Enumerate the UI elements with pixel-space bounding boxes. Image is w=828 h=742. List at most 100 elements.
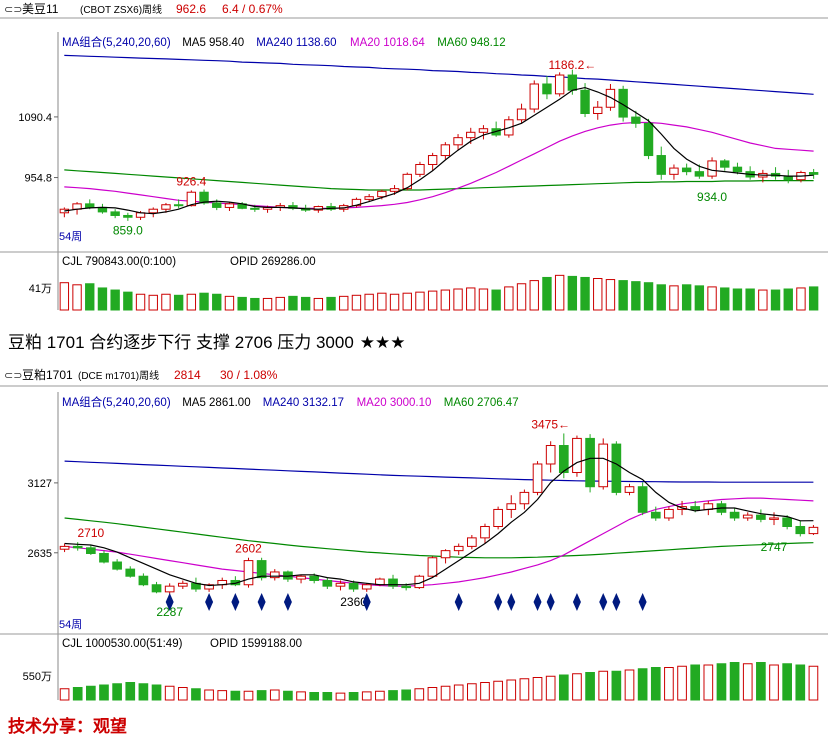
p2-volume-bar-0	[59, 688, 70, 701]
p1-candle-body-13	[224, 203, 235, 208]
p2-volume-bar-51	[729, 662, 740, 701]
p1-volume-bar-39	[554, 274, 565, 311]
p2-candle-body-13	[230, 579, 241, 586]
p2-signal-diamond-2	[231, 593, 240, 611]
p1-ma240-line	[64, 54, 814, 95]
p1-volume-bar-12	[212, 293, 222, 311]
p1-candle-body-12	[212, 202, 222, 208]
p2-volume-tick-label: 550万	[23, 671, 52, 683]
p2-candle-body-39	[572, 437, 582, 474]
p2-candle-body-44	[637, 486, 648, 513]
p2-volume-bar-55	[782, 663, 792, 701]
p2-volume-bar-43	[624, 669, 635, 701]
p1-ma-legend-4: MA60 948.12	[437, 37, 505, 49]
p1-volume-bar-54	[745, 288, 755, 311]
p2-y-tick-label-1: 2635	[28, 548, 52, 560]
p1-volume-bar-35	[504, 286, 514, 311]
p2-volume-bar-23	[361, 691, 372, 701]
p2-volume-bar-42	[611, 670, 622, 701]
p1-volume-bar-0	[59, 282, 70, 311]
p2-volume-bar-6	[138, 683, 149, 701]
p2-signal-diamond-12	[599, 593, 608, 611]
p2-candle-body-28	[427, 557, 438, 577]
p1-candle-body-11	[199, 191, 209, 204]
p1-volume-bar-25	[377, 292, 387, 311]
p2-candle-body-51	[729, 511, 740, 519]
p1-candle-body-37	[529, 83, 539, 110]
p2-candle-body-56	[795, 525, 806, 535]
p1-volume-bar-40	[567, 275, 578, 311]
p2-volume-bar-34	[506, 679, 517, 701]
p2-volume-bar-13	[230, 690, 241, 701]
p1-last-price: 962.6	[176, 2, 206, 16]
p1-volume-bar-9	[173, 294, 184, 311]
p2-candle-body-48	[690, 506, 701, 510]
p1-volume-bar-22	[339, 295, 349, 311]
p1-volume-bar-46	[643, 282, 654, 311]
p2-symbol-name: 豆粕1701	[22, 367, 73, 382]
p1-volume-bar-6	[135, 293, 146, 311]
p2-candle-body-15	[256, 560, 267, 579]
p1-candle-body-53	[732, 166, 743, 173]
p1-candle-body-8	[161, 204, 171, 210]
p1-volume-bar-58	[796, 287, 806, 311]
caption-text: 豆粕 1701 合约逐步下行 支撑 2706 压力 3000	[8, 333, 354, 352]
p2-signal-diamond-8	[507, 593, 516, 611]
p2-ma240-line	[64, 460, 814, 483]
p1-volume-bar-52	[720, 287, 730, 311]
p1-volume-bar-7	[148, 294, 158, 311]
p2-volume-bar-36	[532, 677, 543, 701]
p2-volume-bar-26	[401, 689, 411, 701]
p1-volume-bar-26	[389, 293, 400, 311]
p2-link-icon: ⊂⊃	[4, 370, 22, 382]
p2-volume-bar-15	[256, 690, 267, 701]
p1-volume-bar-38	[542, 276, 552, 311]
p2-candle-body-45	[650, 511, 661, 519]
p1-volume-bar-19	[300, 296, 311, 311]
p2-candle-body-8	[164, 585, 175, 593]
p2-contract-code: (DCE m1701)周线	[78, 369, 159, 382]
p2-volume-bar-54	[769, 664, 779, 701]
p1-volume-bar-55	[758, 289, 768, 311]
p1-candle-body-33	[478, 128, 489, 133]
p2-signal-diamond-4	[283, 593, 292, 611]
p2-candle-body-0	[59, 545, 70, 550]
p2-signal-diamond-5	[362, 593, 371, 611]
p2-candle-body-4	[112, 561, 122, 570]
p1-price-change: 6.4 / 0.67%	[222, 2, 283, 16]
p2-volume-bar-57	[808, 665, 819, 701]
p2-ma20-line	[64, 497, 814, 587]
p1-volume-bar-59	[808, 286, 819, 311]
p2-price-annotation-4: 2360	[340, 595, 367, 609]
p2-candle-body-35	[519, 491, 530, 505]
p2-volume-bar-56	[795, 664, 806, 701]
p2-volume-bar-27	[414, 688, 425, 701]
p1-candle-body-15	[250, 207, 260, 210]
rating-stars: ★★★	[359, 333, 406, 352]
p1-candle-body-40	[567, 74, 578, 91]
p1-candle-body-4	[110, 211, 120, 216]
p1-volume-bar-53	[732, 288, 743, 311]
p1-price-annotation-3: 934.0	[697, 190, 727, 204]
p2-volume-bar-24	[375, 690, 385, 701]
p1-header-bg	[0, 0, 828, 18]
p1-volume-bar-51	[707, 286, 717, 311]
p2-price-annotation-0: 3475←	[531, 417, 570, 431]
p2-candle-body-23	[361, 584, 372, 590]
p1-y-tick-label-0: 1090.4	[18, 112, 52, 124]
p2-candle-body-19	[309, 575, 320, 581]
p2-volume-bar-45	[650, 667, 661, 701]
p2-candle-body-41	[598, 443, 609, 488]
soybean-chart-canvas: ⊂⊃ 美豆11 (CBOT ZSX6)周线 962.6 6.4 / 0.67% MA组合(…	[0, 0, 828, 311]
p1-volume-bar-27	[402, 292, 412, 311]
p1-candle-body-9	[173, 204, 184, 207]
p2-candle-body-1	[72, 545, 83, 549]
p2-volume-bar-9	[177, 687, 188, 701]
p2-volume-bar-40	[585, 672, 595, 701]
p1-candle-body-43	[605, 88, 616, 108]
p2-volume-bar-3	[99, 684, 109, 701]
p2-volume-bar-12	[217, 690, 228, 701]
p1-volume-bar-47	[656, 284, 666, 311]
p1-ma-legend-2: MA240 1138.60	[256, 37, 336, 49]
p2-volume-bar-20	[322, 692, 333, 701]
